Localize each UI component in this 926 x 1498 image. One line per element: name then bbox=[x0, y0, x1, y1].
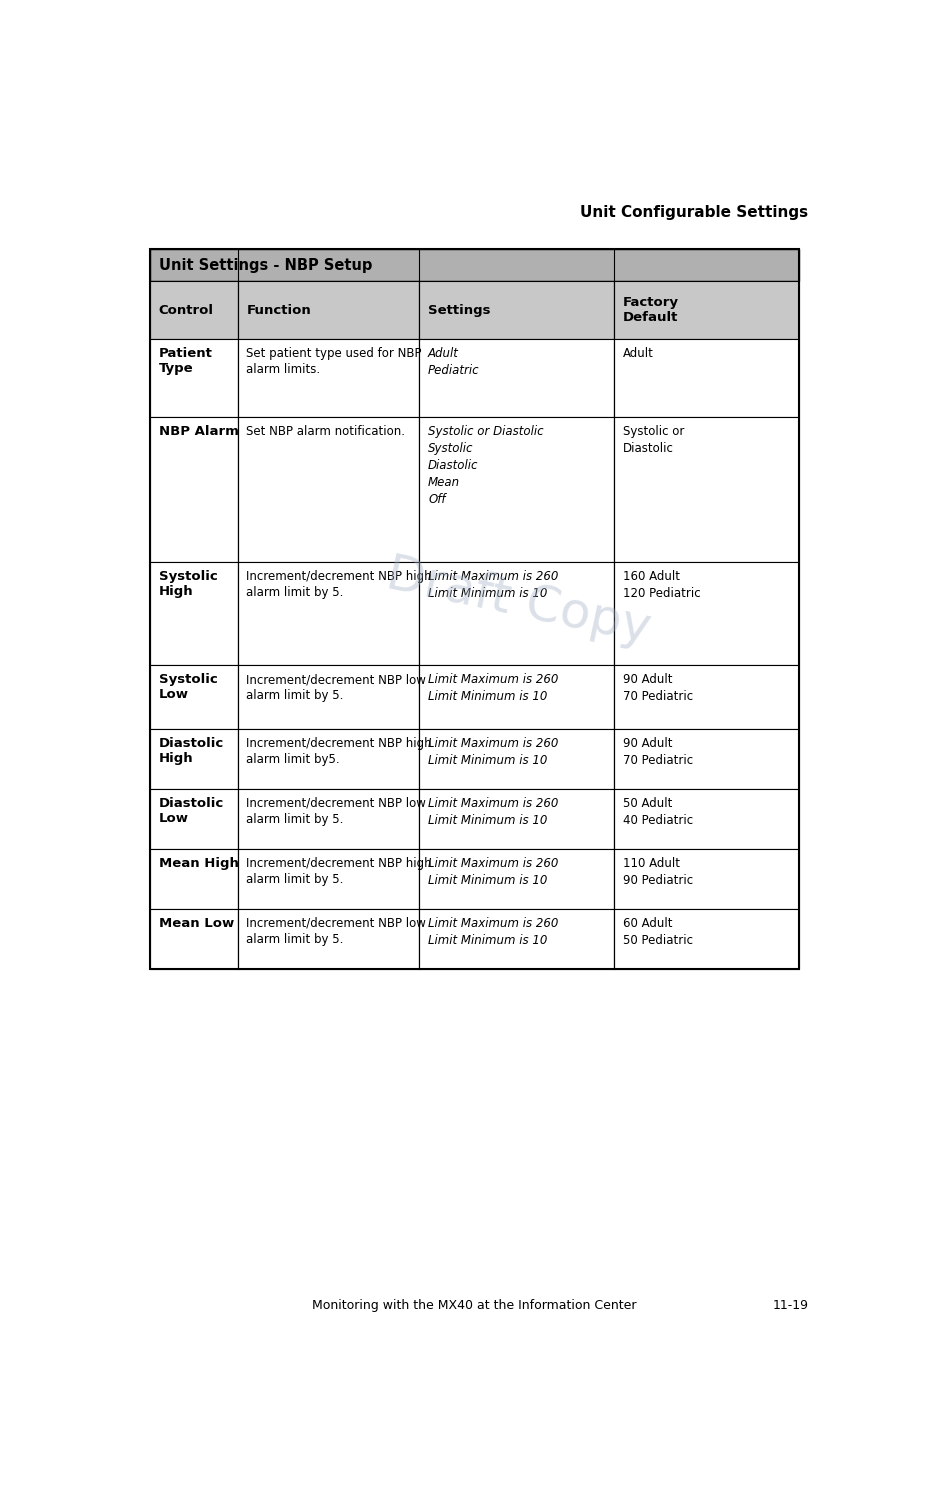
Bar bbox=[238, 789, 419, 849]
Bar bbox=[238, 730, 419, 789]
Text: Systolic or
Diastolic: Systolic or Diastolic bbox=[622, 425, 684, 455]
Bar bbox=[150, 665, 238, 730]
Text: Function: Function bbox=[246, 304, 311, 316]
Text: 50 Adult
40 Pediatric: 50 Adult 40 Pediatric bbox=[622, 797, 693, 827]
Bar bbox=[150, 339, 238, 418]
Bar bbox=[150, 909, 238, 969]
Text: Increment/decrement NBP low
alarm limit by 5.: Increment/decrement NBP low alarm limit … bbox=[246, 797, 426, 825]
Bar bbox=[614, 562, 799, 665]
Bar bbox=[614, 339, 799, 418]
Text: NBP Alarm: NBP Alarm bbox=[159, 425, 239, 439]
Text: Limit Maximum is 260
Limit Minimum is 10: Limit Maximum is 260 Limit Minimum is 10 bbox=[428, 857, 558, 887]
Text: Diastolic
High: Diastolic High bbox=[159, 737, 224, 765]
Bar bbox=[614, 789, 799, 849]
Text: Increment/decrement NBP high
alarm limit by 5.: Increment/decrement NBP high alarm limit… bbox=[246, 857, 432, 885]
Text: Unit Configurable Settings: Unit Configurable Settings bbox=[581, 205, 808, 220]
Bar bbox=[614, 282, 799, 339]
Text: Increment/decrement NBP low
alarm limit by 5.: Increment/decrement NBP low alarm limit … bbox=[246, 917, 426, 945]
Bar bbox=[419, 562, 614, 665]
Bar bbox=[150, 562, 238, 665]
Bar bbox=[419, 665, 614, 730]
Bar bbox=[419, 339, 614, 418]
Bar bbox=[419, 849, 614, 909]
Text: Increment/decrement NBP high
alarm limit by5.: Increment/decrement NBP high alarm limit… bbox=[246, 737, 432, 765]
Text: 90 Adult
70 Pediatric: 90 Adult 70 Pediatric bbox=[622, 674, 693, 704]
Text: Diastolic
Low: Diastolic Low bbox=[159, 797, 224, 825]
Text: Limit Maximum is 260
Limit Minimum is 10: Limit Maximum is 260 Limit Minimum is 10 bbox=[428, 917, 558, 947]
Text: Draft Copy: Draft Copy bbox=[382, 550, 655, 653]
Text: 90 Adult
70 Pediatric: 90 Adult 70 Pediatric bbox=[622, 737, 693, 767]
Bar bbox=[419, 909, 614, 969]
Text: Limit Maximum is 260
Limit Minimum is 10: Limit Maximum is 260 Limit Minimum is 10 bbox=[428, 737, 558, 767]
Text: Set NBP alarm notification.: Set NBP alarm notification. bbox=[246, 425, 406, 439]
Text: 60 Adult
50 Pediatric: 60 Adult 50 Pediatric bbox=[622, 917, 693, 947]
Text: Adult: Adult bbox=[622, 348, 654, 360]
Text: Settings: Settings bbox=[428, 304, 491, 316]
Text: Mean High: Mean High bbox=[159, 857, 239, 870]
Text: Mean Low: Mean Low bbox=[159, 917, 234, 930]
Bar bbox=[238, 562, 419, 665]
Text: Monitoring with the MX40 at the Information Center: Monitoring with the MX40 at the Informat… bbox=[312, 1299, 637, 1312]
Bar bbox=[614, 849, 799, 909]
Bar bbox=[238, 665, 419, 730]
Bar bbox=[150, 730, 238, 789]
Bar bbox=[614, 418, 799, 562]
Bar bbox=[150, 249, 799, 282]
Bar bbox=[150, 282, 238, 339]
Text: Limit Maximum is 260
Limit Minimum is 10: Limit Maximum is 260 Limit Minimum is 10 bbox=[428, 674, 558, 704]
Text: Adult
Pediatric: Adult Pediatric bbox=[428, 348, 480, 377]
Bar bbox=[238, 849, 419, 909]
Bar bbox=[614, 665, 799, 730]
Bar bbox=[238, 282, 419, 339]
Text: Limit Maximum is 260
Limit Minimum is 10: Limit Maximum is 260 Limit Minimum is 10 bbox=[428, 569, 558, 599]
Text: Patient
Type: Patient Type bbox=[159, 348, 213, 374]
Bar bbox=[238, 909, 419, 969]
Bar bbox=[419, 789, 614, 849]
Bar bbox=[419, 418, 614, 562]
Bar bbox=[150, 418, 238, 562]
Text: Increment/decrement NBP low
alarm limit by 5.: Increment/decrement NBP low alarm limit … bbox=[246, 674, 426, 703]
Bar bbox=[150, 789, 238, 849]
Text: Limit Maximum is 260
Limit Minimum is 10: Limit Maximum is 260 Limit Minimum is 10 bbox=[428, 797, 558, 827]
Bar bbox=[150, 249, 799, 969]
Bar bbox=[238, 418, 419, 562]
Text: Factory
Default: Factory Default bbox=[622, 297, 679, 324]
Text: 11-19: 11-19 bbox=[772, 1299, 808, 1312]
Bar bbox=[419, 730, 614, 789]
Bar bbox=[419, 282, 614, 339]
Text: Increment/decrement NBP high
alarm limit by 5.: Increment/decrement NBP high alarm limit… bbox=[246, 569, 432, 599]
Text: Unit Settings - NBP Setup: Unit Settings - NBP Setup bbox=[159, 258, 372, 273]
Text: 160 Adult
120 Pediatric: 160 Adult 120 Pediatric bbox=[622, 569, 700, 599]
Text: Control: Control bbox=[159, 304, 214, 316]
Text: Systolic or Diastolic
Systolic
Diastolic
Mean
Off: Systolic or Diastolic Systolic Diastolic… bbox=[428, 425, 544, 506]
Bar bbox=[614, 730, 799, 789]
Bar bbox=[614, 909, 799, 969]
Bar bbox=[238, 339, 419, 418]
Text: Systolic
Low: Systolic Low bbox=[159, 674, 218, 701]
Text: Set patient type used for NBP
alarm limits.: Set patient type used for NBP alarm limi… bbox=[246, 348, 422, 376]
Text: 110 Adult
90 Pediatric: 110 Adult 90 Pediatric bbox=[622, 857, 693, 887]
Bar bbox=[150, 849, 238, 909]
Text: Systolic
High: Systolic High bbox=[159, 569, 218, 598]
